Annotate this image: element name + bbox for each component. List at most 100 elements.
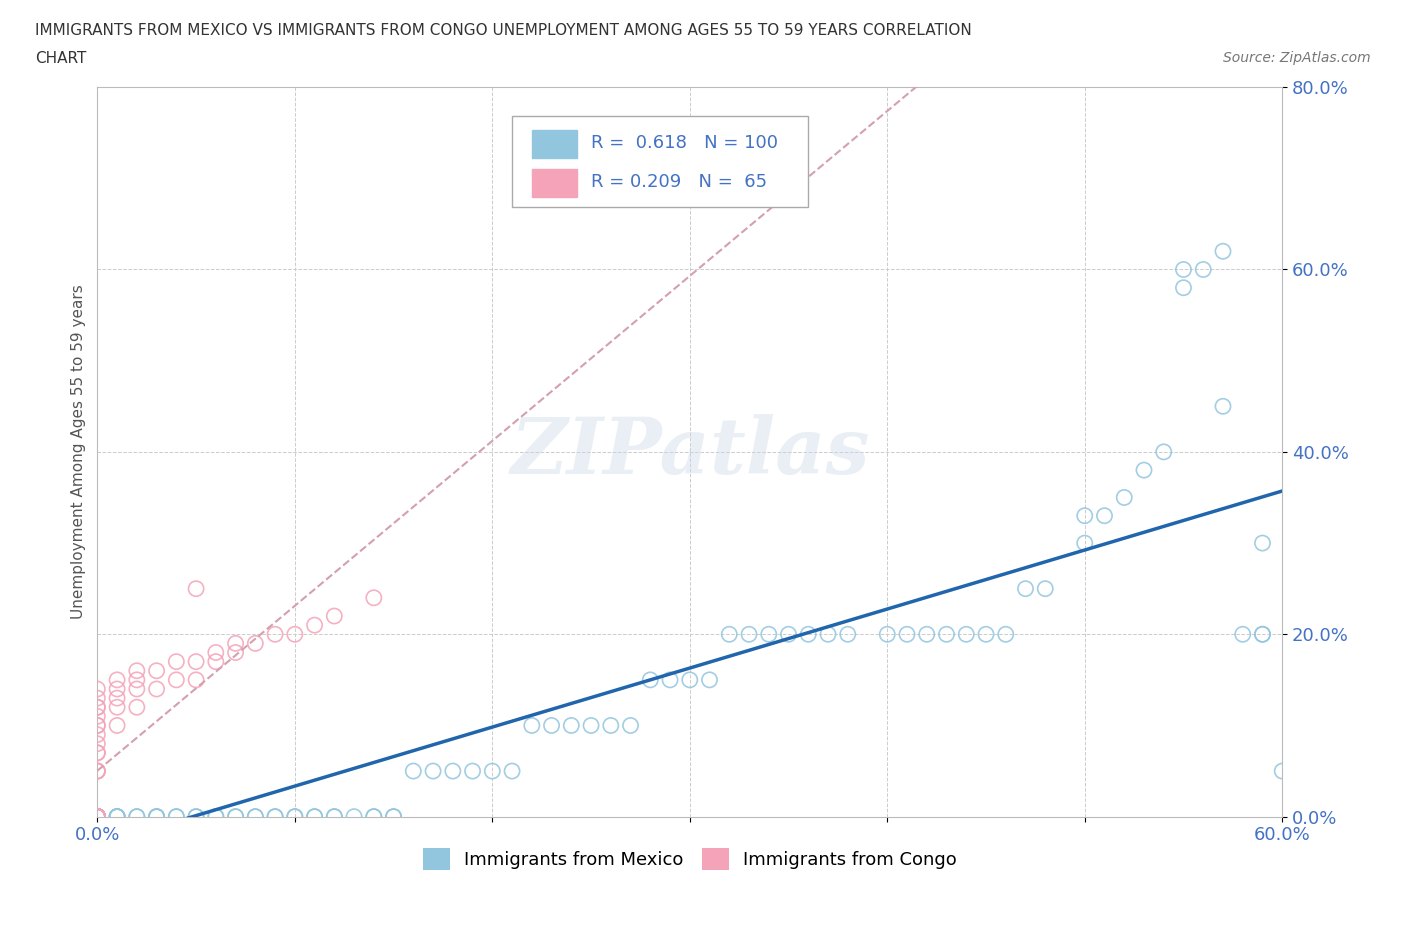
Point [284,809,307,824]
Point [184,654,207,669]
Point [86,809,108,824]
Point [778,627,800,642]
Point [86,699,108,714]
Point [86,745,108,760]
Point [105,809,128,824]
Point [86,809,108,824]
Point [105,809,128,824]
Point [560,718,582,733]
Point [86,727,108,742]
Point [817,627,839,642]
Point [86,809,108,824]
Point [145,809,167,824]
Point [738,627,761,642]
Point [1074,536,1097,551]
Point [1094,509,1116,524]
Point [382,809,405,824]
Point [1133,463,1156,478]
Point [86,809,108,824]
Point [86,809,108,824]
Point [86,809,108,824]
Point [86,809,108,824]
Point [86,718,108,733]
Point [481,764,503,778]
Point [86,809,108,824]
Point [323,608,346,623]
Y-axis label: Unemployment Among Ages 55 to 59 years: Unemployment Among Ages 55 to 59 years [72,285,86,619]
Point [1251,627,1274,642]
Point [86,699,108,714]
Point [86,809,108,824]
Point [105,809,128,824]
Point [86,709,108,724]
Point [86,809,108,824]
Point [245,636,267,651]
Point [363,809,385,824]
Point [86,809,108,824]
Text: Source: ZipAtlas.com: Source: ZipAtlas.com [1223,51,1371,65]
Point [86,764,108,778]
Point [86,809,108,824]
Point [86,809,108,824]
Point [1212,244,1234,259]
Point [225,809,247,824]
Point [461,764,484,778]
Point [125,809,148,824]
Legend: Immigrants from Mexico, Immigrants from Congo: Immigrants from Mexico, Immigrants from … [423,847,957,870]
Point [105,672,128,687]
Point [86,682,108,697]
Point [86,809,108,824]
Point [640,672,662,687]
Point [1251,536,1274,551]
Point [205,645,228,660]
Point [304,618,326,632]
Point [86,809,108,824]
Point [245,809,267,824]
Point [125,809,148,824]
Point [896,627,918,642]
Point [184,809,207,824]
Point [86,691,108,706]
Point [758,627,780,642]
Point [86,809,108,824]
Point [679,672,702,687]
Point [86,809,108,824]
Point [363,809,385,824]
Point [205,654,228,669]
Point [184,672,207,687]
Point [86,809,108,824]
Point [145,809,167,824]
Point [86,718,108,733]
Bar [533,130,578,158]
Point [225,809,247,824]
Point [125,672,148,687]
Point [86,809,108,824]
Bar [533,169,578,196]
Point [165,809,187,824]
Text: R =  0.618   N = 100: R = 0.618 N = 100 [592,134,779,153]
Point [205,809,228,824]
Point [1212,399,1234,414]
Point [86,809,108,824]
Point [225,645,247,660]
Point [837,627,859,642]
Point [1153,445,1175,459]
Point [1114,490,1136,505]
Point [225,636,247,651]
Point [86,809,108,824]
Point [86,809,108,824]
Point [797,627,820,642]
Point [501,764,523,778]
Point [994,627,1017,642]
Point [165,654,187,669]
Point [422,764,444,778]
Point [1271,764,1294,778]
Point [304,809,326,824]
Point [264,809,287,824]
Point [1173,262,1195,277]
Point [86,809,108,824]
FancyBboxPatch shape [512,116,808,207]
Point [599,718,621,733]
Point [86,809,108,824]
Text: ZIPatlas: ZIPatlas [510,414,869,490]
